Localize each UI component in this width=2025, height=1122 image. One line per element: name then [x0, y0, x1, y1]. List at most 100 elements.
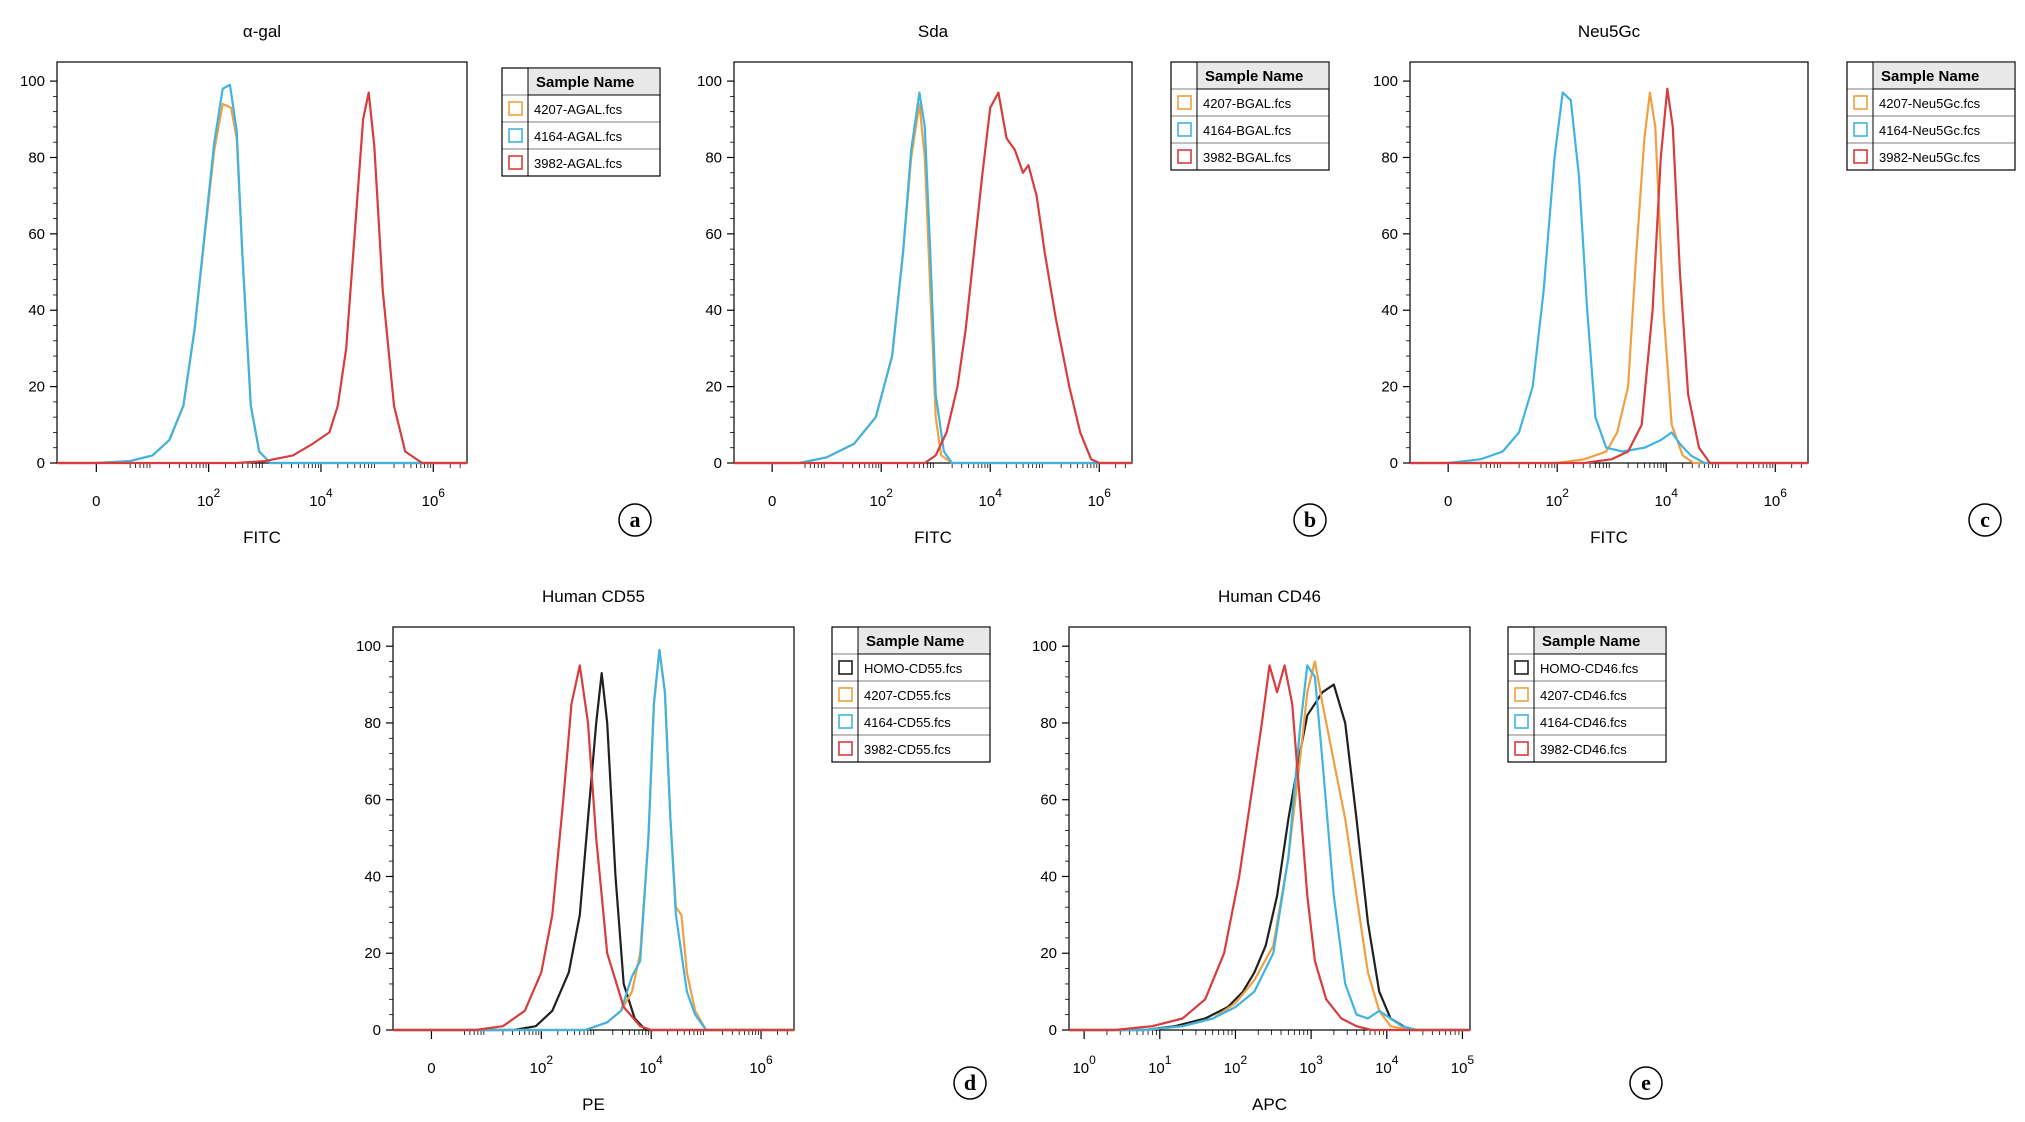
legend-entry: 4207-CD55.fcs: [864, 688, 951, 703]
y-tick-label: 40: [364, 868, 381, 885]
legend: Sample Name 4207-AGAL.fcs 4164-AGAL.fcs 398…: [501, 67, 661, 177]
panel-label: d: [964, 1070, 976, 1095]
series-line-4207-CD55.fcs: [393, 648, 794, 1032]
x-tick-label: 101: [1148, 1053, 1172, 1077]
chart-panel-a: α-gal 0 20 40 60 80 100 0 102 104 106 FITC Sample Na…: [20, 22, 661, 547]
legend-entry: 4207-AGAL.fcs: [534, 102, 623, 117]
x-tick-label: 106: [1088, 486, 1112, 510]
series-line-4207-BGAL.fcs: [734, 102, 1132, 465]
x-tick-label: 106: [422, 486, 446, 510]
plot-frame: [56, 61, 468, 464]
chart-title: Human CD46: [1218, 587, 1321, 606]
y-tick-label: 60: [1381, 226, 1398, 243]
y-tick-label: 0: [714, 455, 722, 472]
plot-frame: [1409, 61, 1809, 464]
series-line-3982-CD46.fcs: [1069, 664, 1470, 1032]
panel-label: b: [1304, 507, 1316, 532]
chart-title: Human CD55: [542, 587, 645, 606]
series-line-3982-CD55.fcs: [393, 664, 794, 1032]
legend-entry: 3982-AGAL.fcs: [534, 156, 623, 171]
y-tick-label: 60: [28, 226, 45, 243]
series-line-4164-AGAL.fcs: [57, 83, 467, 465]
x-tick-label: 104: [309, 486, 333, 510]
legend-header: Sample Name: [1205, 68, 1303, 85]
y-tick-label: 0: [373, 1022, 381, 1039]
legend-entry: 4164-BGAL.fcs: [1203, 123, 1292, 138]
legend-swatch: [1177, 122, 1192, 137]
legend-header: Sample Name: [536, 74, 634, 91]
panel-label: c: [1980, 507, 1990, 532]
legend-header: Sample Name: [866, 633, 964, 650]
x-tick-label: 102: [197, 486, 221, 510]
legend-entry: 4164-CD55.fcs: [864, 715, 951, 730]
x-tick-label: 102: [1224, 1053, 1248, 1077]
y-tick-label: 80: [364, 715, 381, 732]
y-tick-label: 20: [1381, 379, 1398, 396]
x-tick-label: 0: [1444, 493, 1452, 510]
x-tick-label: 105: [1451, 1053, 1475, 1077]
legend-swatch: [1853, 122, 1868, 137]
x-axis-label: FITC: [914, 528, 952, 547]
chart-title: Neu5Gc: [1578, 22, 1641, 41]
x-tick-label: 100: [1072, 1053, 1096, 1077]
x-tick-label: 102: [870, 486, 894, 510]
panel-label-circle: [1968, 503, 2002, 537]
y-tick-label: 20: [364, 945, 381, 962]
y-tick-label: 20: [705, 379, 722, 396]
x-tick-label: 0: [427, 1060, 435, 1077]
legend-header: Sample Name: [1542, 633, 1640, 650]
x-tick-label: 103: [1299, 1053, 1323, 1077]
legend-entry: 3982-CD46.fcs: [1540, 742, 1627, 757]
chart-title: α-gal: [243, 22, 281, 41]
y-tick-label: 0: [1049, 1022, 1057, 1039]
legend-swatch: [838, 660, 853, 675]
x-tick-label: 106: [749, 1053, 773, 1077]
y-tick-label: 100: [20, 73, 45, 90]
panel-label-circle: [1629, 1066, 1663, 1100]
y-tick-label: 40: [1381, 302, 1398, 319]
y-tick-label: 60: [364, 792, 381, 809]
plot-frame: [392, 626, 795, 1031]
series-line-HOMO-CD55.fcs: [393, 672, 794, 1032]
chart-panel-e: Human CD46 0 20 40 60 80 100 100 101 102 103 104 105…: [1032, 587, 1667, 1114]
legend-swatch: [508, 128, 523, 143]
x-axis-label: PE: [582, 1095, 605, 1114]
legend-entry: 3982-BGAL.fcs: [1203, 150, 1292, 165]
y-tick-label: 80: [28, 149, 45, 166]
legend: Sample Name 4207-Neu5Gc.fcs 4164-Neu5Gc.fc…: [1846, 61, 2016, 171]
legend: Sample Name HOMO-CD55.fcs 4207-CD55.fcs 416…: [831, 626, 991, 763]
x-tick-label: 104: [1375, 1053, 1399, 1077]
legend-entry: HOMO-CD55.fcs: [864, 661, 963, 676]
series-line-4164-BGAL.fcs: [734, 91, 1132, 465]
y-tick-label: 80: [1381, 149, 1398, 166]
y-tick-label: 80: [705, 149, 722, 166]
legend: Sample Name HOMO-CD46.fcs 4207-CD46.fcs 416…: [1507, 626, 1667, 763]
y-tick-label: 100: [1373, 73, 1398, 90]
y-tick-label: 40: [1040, 868, 1057, 885]
legend-swatch: [508, 155, 523, 170]
chart-panel-d: Human CD55 0 20 40 60 80 100 0 102 104 106 PE Sample…: [356, 587, 991, 1114]
series-line-4207-CD46.fcs: [1069, 660, 1470, 1032]
y-tick-label: 80: [1040, 715, 1057, 732]
chart-panel-c: Neu5Gc 0 20 40 60 80 100 0 102 104 106 FITC Sample N…: [1373, 22, 2016, 547]
x-tick-label: 0: [92, 493, 100, 510]
series-line-3982-Neu5Gc.fcs: [1410, 87, 1808, 465]
legend-swatch: [1853, 149, 1868, 164]
legend-swatch: [1514, 687, 1529, 702]
legend-swatch: [838, 714, 853, 729]
legend-entry: HOMO-CD46.fcs: [1540, 661, 1639, 676]
legend-header: Sample Name: [1881, 68, 1979, 85]
y-tick-label: 100: [697, 73, 722, 90]
series-line-3982-AGAL.fcs: [57, 91, 467, 465]
chart-panel-b: Sda 0 20 40 60 80 100 0 102 104 106 FITC Sample Name…: [697, 22, 1330, 547]
x-axis-label: APC: [1252, 1095, 1287, 1114]
x-tick-label: 104: [1655, 486, 1679, 510]
legend-swatch: [1514, 714, 1529, 729]
y-tick-label: 100: [356, 638, 381, 655]
x-axis-label: FITC: [1590, 528, 1628, 547]
y-tick-label: 100: [1032, 638, 1057, 655]
plot-frame: [1068, 626, 1471, 1031]
legend-swatch: [1177, 95, 1192, 110]
series-line-4207-AGAL.fcs: [57, 102, 467, 465]
